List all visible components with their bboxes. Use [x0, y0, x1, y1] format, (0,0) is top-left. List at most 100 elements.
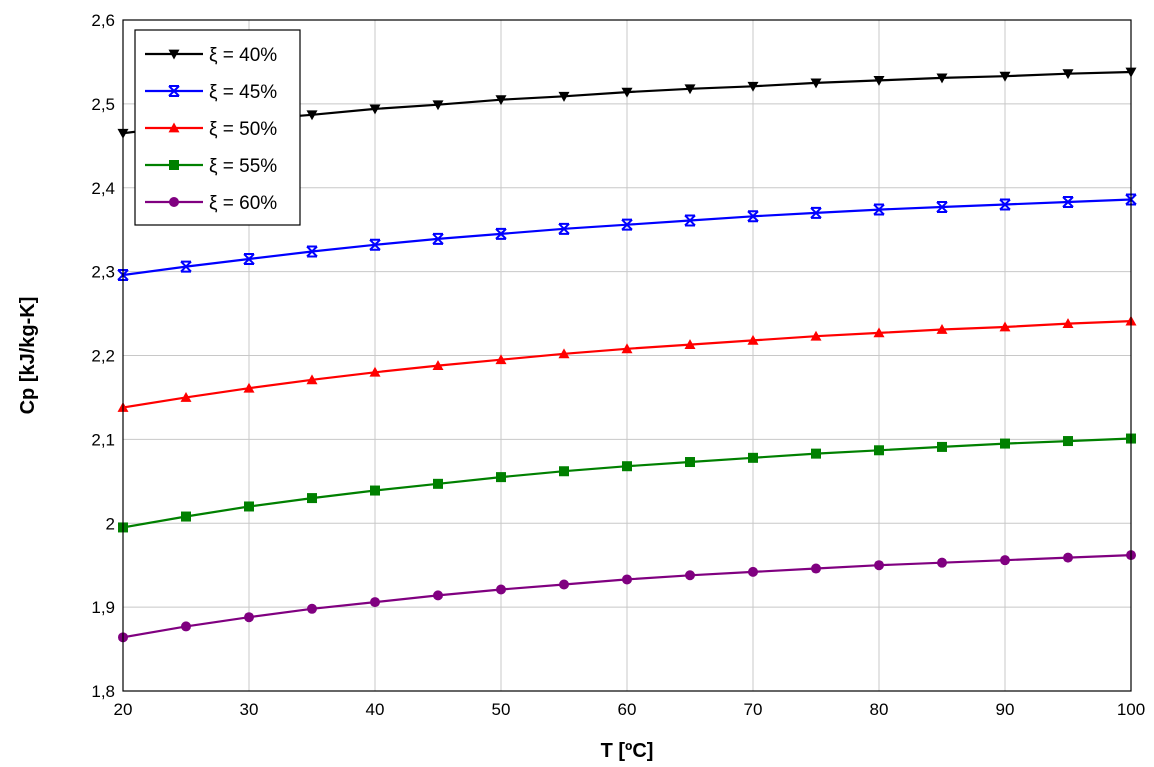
data-point: [433, 478, 443, 489]
legend-label: ξ = 40%: [209, 45, 277, 66]
data-point: [1000, 438, 1010, 449]
data-point: [747, 210, 759, 223]
data-point: [1062, 318, 1074, 329]
data-point: [873, 75, 885, 86]
data-point: [559, 579, 569, 590]
data-point: [685, 457, 695, 468]
data-point: [999, 198, 1011, 211]
data-point: [495, 227, 507, 240]
data-point: [622, 461, 632, 472]
legend-marker: [169, 160, 179, 170]
series-4: [118, 550, 1136, 643]
legend-marker: [168, 85, 180, 97]
data-point: [180, 391, 192, 402]
data-point: [181, 621, 191, 632]
legend-marker: [168, 122, 180, 133]
legend-marker: [169, 197, 179, 207]
data-point: [622, 574, 632, 585]
legend-label: ξ = 45%: [209, 82, 277, 103]
data-point: [433, 590, 443, 601]
data-point: [621, 87, 633, 98]
data-point: [495, 95, 507, 106]
legend-label: ξ = 55%: [209, 156, 277, 177]
x-tick-label: 60: [618, 700, 637, 719]
data-point: [684, 339, 696, 349]
legend-label: ξ = 60%: [209, 193, 277, 214]
data-point: [1062, 196, 1074, 209]
data-point: [937, 557, 947, 568]
data-point: [874, 445, 884, 456]
data-point: [873, 203, 885, 216]
x-tick-label: 20: [114, 700, 133, 719]
data-point: [558, 91, 570, 102]
y-axis-label: Cp [kJ/kg-K]: [17, 297, 39, 415]
data-point: [181, 511, 191, 522]
legend-item-0: ξ = 40%: [145, 45, 277, 66]
data-point: [810, 206, 822, 219]
data-point: [1063, 436, 1073, 447]
y-tick-label: 2,3: [91, 263, 115, 282]
data-point: [244, 501, 254, 512]
data-point: [1000, 555, 1010, 566]
y-tick-label: 2,1: [91, 430, 115, 449]
data-point: [685, 570, 695, 581]
data-point: [811, 448, 821, 459]
data-point: [306, 374, 318, 385]
data-point: [558, 348, 570, 359]
data-point: [1063, 552, 1073, 563]
data-point: [874, 560, 884, 571]
legend-item-3: ξ = 55%: [145, 156, 277, 177]
data-point: [306, 245, 318, 258]
data-point: [747, 81, 759, 92]
x-tick-label: 30: [240, 700, 259, 719]
data-point: [999, 71, 1011, 82]
data-point: [811, 563, 821, 574]
data-point: [1062, 69, 1074, 80]
data-point: [936, 201, 948, 214]
x-tick-label: 90: [996, 700, 1015, 719]
legend-label: ξ = 50%: [209, 119, 277, 140]
legend-marker: [168, 49, 180, 60]
x-tick-label: 80: [870, 700, 889, 719]
y-tick-label: 2,5: [91, 95, 115, 114]
data-point: [370, 485, 380, 496]
data-point: [369, 238, 381, 251]
data-point: [810, 330, 822, 341]
y-tick-label: 2,4: [91, 179, 115, 198]
data-point: [496, 472, 506, 483]
x-tick-label: 50: [492, 700, 511, 719]
data-point: [559, 466, 569, 477]
legend-item-4: ξ = 60%: [145, 193, 277, 214]
data-point: [684, 214, 696, 227]
data-point: [621, 218, 633, 231]
data-point: [999, 321, 1011, 332]
data-point: [936, 323, 948, 334]
legend: ξ = 40% ξ = 45% ξ = 50% ξ = 55% ξ = 60%: [134, 29, 301, 226]
data-point: [684, 84, 696, 95]
data-point: [558, 222, 570, 235]
y-tick-label: 2,2: [91, 347, 115, 366]
data-point: [937, 441, 947, 452]
x-tick-label: 70: [744, 700, 763, 719]
data-point: [369, 366, 381, 377]
y-tick-label: 2: [106, 514, 115, 533]
tick-labels: 20 30 40 50 60 70 80 90 100 1,8 1,9 2 2,1 2,2 2,3 2,4 2,…: [91, 11, 1145, 719]
data-point: [180, 260, 192, 273]
legend-item-1: ξ = 45%: [145, 82, 277, 103]
x-axis-label: T [ºC]: [601, 740, 654, 762]
data-point: [936, 73, 948, 84]
data-point: [748, 566, 758, 577]
data-point: [621, 343, 633, 354]
x-tick-label: 100: [1117, 700, 1145, 719]
data-point: [747, 334, 759, 345]
data-point: [748, 452, 758, 463]
data-point: [306, 110, 318, 121]
data-point: [496, 584, 506, 595]
y-tick-label: 1,9: [91, 598, 115, 617]
data-point: [432, 232, 444, 245]
data-point: [243, 382, 255, 393]
data-point: [307, 493, 317, 504]
data-point: [370, 597, 380, 608]
data-point: [369, 104, 381, 115]
